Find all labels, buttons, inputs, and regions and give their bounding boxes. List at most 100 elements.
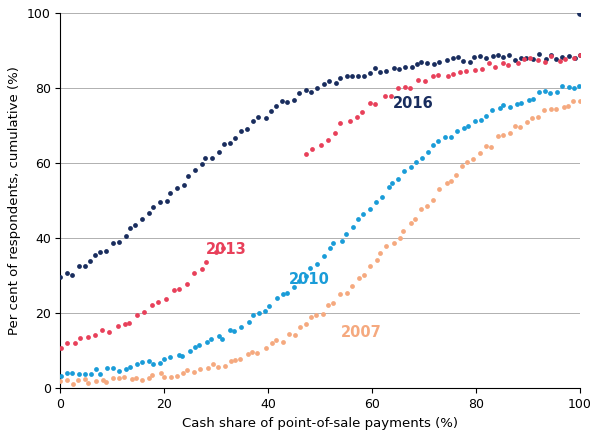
Point <box>265 303 274 310</box>
Point <box>214 333 224 340</box>
Point <box>511 123 520 130</box>
Point <box>499 60 508 67</box>
Point <box>515 124 525 131</box>
Point <box>365 69 374 76</box>
Point <box>267 340 277 347</box>
Point <box>546 53 556 60</box>
Point <box>352 113 361 120</box>
Point <box>525 54 535 61</box>
Point <box>162 198 172 205</box>
Point <box>377 194 387 201</box>
Point <box>120 321 130 328</box>
Point <box>318 310 328 317</box>
Point <box>83 379 93 386</box>
Point <box>325 245 334 252</box>
Point <box>95 371 105 378</box>
Point <box>85 258 95 265</box>
Point <box>463 159 472 166</box>
Point <box>194 341 204 348</box>
Point <box>211 249 220 256</box>
Point <box>446 134 455 141</box>
Point <box>388 179 397 186</box>
Point <box>358 211 368 218</box>
Point <box>230 134 239 141</box>
Point <box>469 156 478 163</box>
Point <box>341 230 350 237</box>
Point <box>422 59 432 66</box>
Point <box>132 361 142 368</box>
Point <box>434 185 444 192</box>
Point <box>178 353 187 360</box>
Point <box>533 57 542 64</box>
Point <box>113 323 123 330</box>
Point <box>359 72 369 79</box>
Point <box>190 368 199 375</box>
Point <box>282 289 292 296</box>
Point <box>137 359 146 366</box>
Point <box>416 205 426 212</box>
Point <box>319 81 329 88</box>
Point <box>86 370 95 377</box>
Point <box>433 138 443 145</box>
Point <box>443 72 452 79</box>
Point <box>442 57 452 64</box>
Point <box>347 283 356 290</box>
Point <box>148 360 158 367</box>
Point <box>406 84 415 91</box>
Text: 2016: 2016 <box>393 96 434 111</box>
Point <box>172 372 182 379</box>
Point <box>399 168 409 175</box>
Point <box>551 106 560 113</box>
Point <box>56 372 66 379</box>
Point <box>139 308 149 315</box>
Point <box>575 10 584 17</box>
Point <box>422 203 431 210</box>
Point <box>190 270 199 277</box>
Point <box>393 85 403 92</box>
Point <box>175 286 184 293</box>
Point <box>569 84 579 91</box>
Point <box>262 344 271 351</box>
Point <box>528 55 538 62</box>
Point <box>197 265 206 272</box>
Point <box>101 247 111 254</box>
Point <box>97 327 107 334</box>
Point <box>516 55 526 62</box>
Point <box>218 245 228 252</box>
Point <box>62 269 72 276</box>
Point <box>80 376 89 383</box>
Point <box>324 78 334 85</box>
Point <box>56 344 65 351</box>
Point <box>294 277 304 284</box>
Y-axis label: Per cent of respondents, cumulative (%): Per cent of respondents, cumulative (%) <box>8 67 22 336</box>
Point <box>226 358 236 365</box>
Point <box>98 377 107 384</box>
Point <box>67 272 77 279</box>
Point <box>529 95 538 102</box>
Point <box>454 53 463 60</box>
Point <box>461 67 471 74</box>
Point <box>359 272 369 279</box>
Point <box>295 324 304 331</box>
Point <box>173 184 182 191</box>
Point <box>125 224 135 231</box>
Point <box>306 88 316 95</box>
Point <box>67 369 77 376</box>
Point <box>301 86 311 93</box>
Point <box>197 160 206 167</box>
Point <box>115 375 124 382</box>
Point <box>506 103 515 110</box>
Point <box>137 376 147 383</box>
Point <box>343 72 352 79</box>
Point <box>248 312 258 319</box>
Point <box>218 335 227 342</box>
Point <box>370 100 380 107</box>
Point <box>261 114 271 121</box>
Point <box>271 102 281 110</box>
Point <box>563 102 572 109</box>
Point <box>451 171 461 178</box>
Point <box>125 319 134 326</box>
Point <box>156 370 166 377</box>
Point <box>108 364 118 371</box>
Point <box>547 105 556 112</box>
